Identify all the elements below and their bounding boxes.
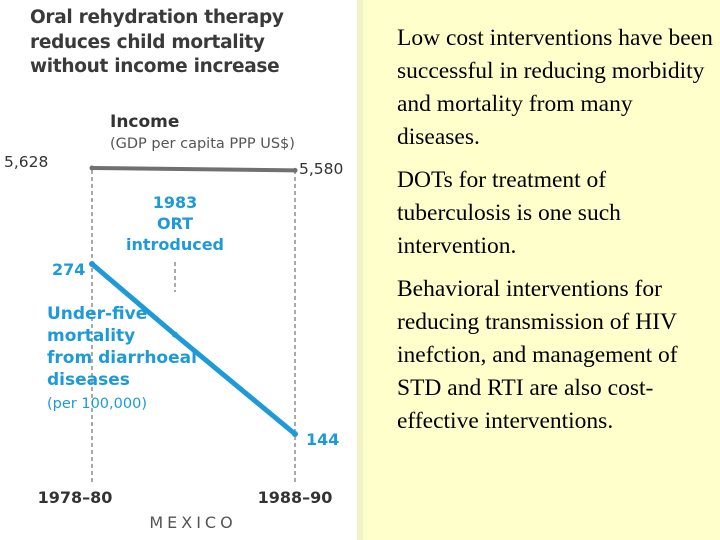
income-line <box>91 166 296 173</box>
figure-title-line: Oral rehydration therapy <box>30 7 284 28</box>
income-label-start: 5,628 <box>4 153 48 171</box>
bullet-paragraph: DOTs for treatment of tuberculosis is on… <box>397 167 621 259</box>
figure-panel: Oral rehydration therapy reduces child m… <box>0 0 357 540</box>
country-label: MEXICO <box>149 513 236 532</box>
mexico-chart: Income (GDP per capita PPP US$) 5,628 5,… <box>4 112 343 532</box>
mortality-point-end <box>292 431 298 437</box>
figure-title-line: reduces child mortality <box>30 31 265 53</box>
mortality-series-label: from diarrhoeal <box>47 348 197 368</box>
income-subtitle: (GDP per capita PPP US$) <box>110 136 295 152</box>
mortality-label-end: 144 <box>306 430 339 449</box>
figure-title: Oral rehydration therapy reduces child m… <box>30 6 350 80</box>
mortality-unit-label: (per 100,000) <box>47 396 147 412</box>
mortality-point-start <box>89 261 95 267</box>
mortality-series-label: mortality <box>47 326 135 346</box>
x-tick-label-end: 1988–90 <box>258 488 333 507</box>
bullet-paragraph: Behavioral interventions for reducing tr… <box>397 276 678 434</box>
income-point-start <box>89 165 95 171</box>
mortality-label-start: 274 <box>52 260 85 279</box>
ort-annotation-line: introduced <box>126 235 224 254</box>
bullet-list: Low cost interventions have been success… <box>397 22 715 448</box>
mortality-series-label: diseases <box>47 370 130 390</box>
mortality-series-label: Under-five <box>47 304 147 324</box>
income-label-end: 5,580 <box>299 160 343 178</box>
x-tick-label-start: 1978–80 <box>38 488 113 507</box>
panel-divider <box>357 0 363 540</box>
bullet-paragraph: Low cost interventions have been success… <box>397 25 713 150</box>
mortality-point-1983 <box>172 331 178 338</box>
ort-annotation-line: ORT <box>157 214 193 233</box>
ort-annotation-line: 1983 <box>153 193 198 212</box>
figure-title-line: without income increase <box>30 56 280 77</box>
income-point-end <box>292 167 298 173</box>
income-title: Income <box>110 112 179 132</box>
